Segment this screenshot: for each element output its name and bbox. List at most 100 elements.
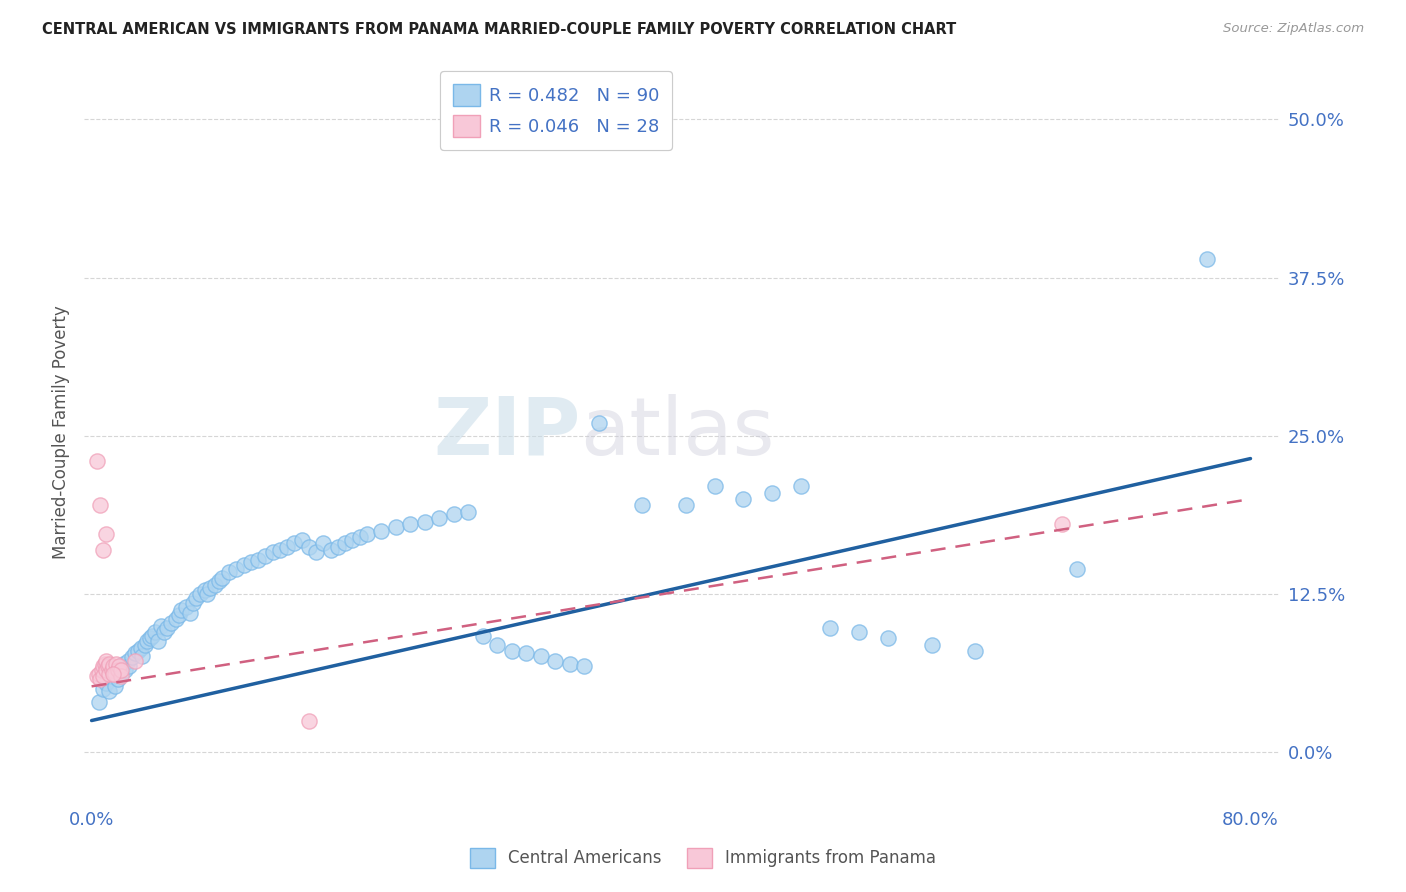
Point	[138, 632, 160, 646]
Point	[94, 663, 117, 677]
Point	[148, 633, 170, 648]
Point	[135, 633, 157, 648]
Point	[104, 666, 127, 681]
Point	[247, 553, 270, 567]
Point	[103, 669, 125, 683]
Point	[820, 621, 842, 635]
Point	[254, 549, 277, 563]
Point	[110, 663, 132, 677]
Point	[156, 621, 179, 635]
Point	[112, 657, 135, 671]
Point	[104, 679, 127, 693]
Point	[98, 666, 121, 681]
Point	[298, 540, 321, 554]
Point	[342, 533, 364, 547]
Point	[114, 663, 136, 677]
Point	[98, 657, 121, 671]
Point	[1050, 517, 1073, 532]
Point	[86, 669, 108, 683]
Point	[262, 545, 284, 559]
Legend: Central Americans, Immigrants from Panama: Central Americans, Immigrants from Panam…	[463, 841, 943, 875]
Point	[204, 578, 226, 592]
Point	[572, 659, 595, 673]
Point	[174, 599, 197, 614]
Point	[515, 647, 537, 661]
Point	[370, 524, 392, 538]
Point	[87, 694, 110, 708]
Y-axis label: Married-Couple Family Poverty: Married-Couple Family Poverty	[52, 306, 70, 559]
Point	[103, 666, 125, 681]
Point	[291, 533, 314, 547]
Point	[143, 624, 166, 639]
Point	[118, 659, 141, 673]
Point	[91, 681, 114, 696]
Point	[141, 629, 163, 643]
Point	[1195, 252, 1218, 266]
Point	[117, 654, 139, 668]
Point	[305, 545, 328, 559]
Point	[703, 479, 725, 493]
Point	[848, 624, 870, 639]
Point	[121, 650, 143, 665]
Point	[413, 515, 436, 529]
Point	[356, 527, 378, 541]
Point	[326, 540, 349, 554]
Point	[98, 684, 121, 698]
Point	[588, 416, 610, 430]
Point	[108, 659, 131, 673]
Text: Source: ZipAtlas.com: Source: ZipAtlas.com	[1223, 22, 1364, 36]
Point	[530, 648, 553, 663]
Point	[1066, 562, 1088, 576]
Point	[965, 644, 987, 658]
Point	[110, 666, 132, 681]
Point	[96, 659, 118, 673]
Point	[160, 616, 183, 631]
Text: CENTRAL AMERICAN VS IMMIGRANTS FROM PANAMA MARRIED-COUPLE FAMILY POVERTY CORRELA: CENTRAL AMERICAN VS IMMIGRANTS FROM PANA…	[42, 22, 956, 37]
Point	[218, 566, 240, 580]
Point	[165, 612, 187, 626]
Point	[129, 641, 152, 656]
Point	[239, 555, 262, 569]
Point	[733, 491, 755, 506]
Point	[443, 508, 465, 522]
Point	[134, 638, 156, 652]
Point	[211, 570, 233, 584]
Point	[501, 644, 523, 658]
Point	[457, 505, 479, 519]
Point	[124, 654, 146, 668]
Text: atlas: atlas	[581, 393, 775, 472]
Text: ZIP: ZIP	[433, 393, 581, 472]
Point	[107, 672, 129, 686]
Point	[631, 499, 654, 513]
Point	[110, 669, 132, 683]
Point	[87, 666, 110, 681]
Point	[399, 517, 422, 532]
Point	[877, 632, 900, 646]
Legend: R = 0.482   N = 90, R = 0.046   N = 28: R = 0.482 N = 90, R = 0.046 N = 28	[440, 71, 672, 150]
Point	[349, 530, 371, 544]
Point	[471, 629, 494, 643]
Point	[93, 657, 115, 671]
Point	[124, 647, 146, 661]
Point	[544, 654, 567, 668]
Point	[283, 536, 305, 550]
Point	[194, 583, 217, 598]
Point	[150, 618, 173, 632]
Point	[921, 638, 943, 652]
Point	[101, 663, 124, 677]
Point	[232, 558, 254, 572]
Point	[790, 479, 813, 493]
Point	[761, 485, 783, 500]
Point	[675, 499, 697, 513]
Point	[179, 606, 201, 620]
Point	[91, 542, 114, 557]
Point	[170, 603, 193, 617]
Point	[91, 659, 114, 673]
Point	[319, 542, 342, 557]
Point	[90, 663, 112, 677]
Point	[105, 657, 128, 671]
Point	[86, 454, 108, 468]
Point	[298, 714, 321, 728]
Point	[94, 675, 117, 690]
Point	[89, 499, 111, 513]
